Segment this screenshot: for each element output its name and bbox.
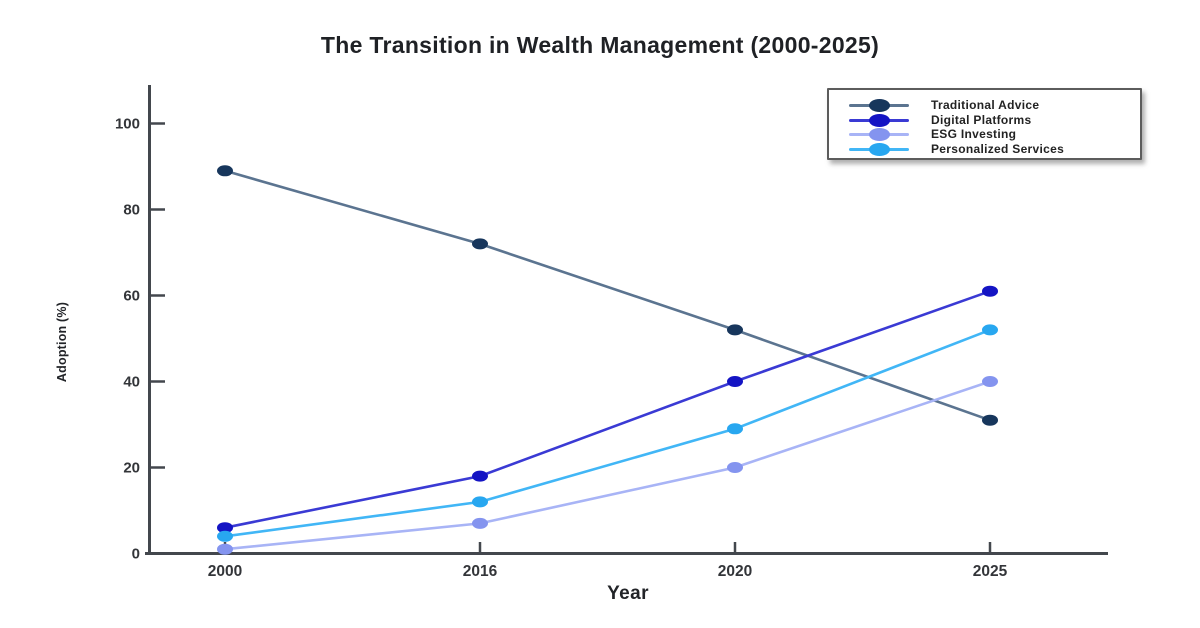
y-tick-label: 80 [123, 202, 140, 219]
legend-label: ESG Investing [931, 127, 1017, 142]
legend-dot-swatch [869, 113, 890, 127]
data-point-traditional-advice [982, 414, 998, 426]
y-tick-label: 40 [123, 374, 140, 391]
x-tick-label: 2025 [973, 563, 1008, 580]
data-point-traditional-advice [217, 165, 233, 177]
x-tick-label: 2020 [718, 563, 752, 580]
y-tick-label: 60 [123, 288, 140, 305]
data-point-traditional-advice [472, 238, 488, 250]
data-point-digital-platforms [217, 522, 233, 534]
legend-item-personalized-services: Personalized Services [849, 142, 1140, 157]
legend-label: Personalized Services [931, 141, 1065, 156]
data-point-traditional-advice [727, 324, 743, 336]
legend-item-traditional-advice: Traditional Advice [849, 98, 1140, 113]
y-tick-label: 20 [123, 460, 140, 477]
legend-label: Digital Platforms [931, 112, 1032, 127]
series-line-traditional-advice [223, 169, 992, 422]
y-tick-label: 0 [132, 546, 140, 563]
series-line-esg-investing [223, 380, 992, 551]
data-point-esg-investing [727, 462, 743, 473]
data-point-personalized-services [727, 423, 743, 435]
data-point-esg-investing [982, 376, 998, 387]
legend-label: Traditional Advice [931, 98, 1040, 113]
series-line-personalized-services [223, 328, 992, 538]
data-point-esg-investing [217, 543, 233, 555]
legend-marker-esg-investing [849, 127, 909, 142]
series-line-digital-platforms [223, 289, 992, 530]
data-point-esg-investing [472, 517, 488, 529]
y-tick-label: 100 [115, 116, 140, 133]
x-tick-label: 2000 [208, 563, 242, 580]
legend-marker-digital-platforms [849, 113, 909, 127]
data-point-personalized-services [217, 530, 233, 542]
legend-item-digital-platforms: Digital Platforms [849, 113, 1140, 128]
legend-marker-personalized-services [849, 142, 909, 156]
legend-dot-swatch [869, 99, 890, 113]
data-point-digital-platforms [727, 376, 743, 387]
chart-title: The Transition in Wealth Management (200… [320, 32, 880, 58]
data-point-digital-platforms [472, 470, 488, 482]
data-point-personalized-services [982, 324, 998, 336]
x-axis-title: Year [607, 583, 649, 604]
legend: Traditional Advice Digital Platforms ESG… [827, 88, 1142, 160]
legend-marker-traditional-advice [849, 98, 909, 113]
legend-dot-swatch [869, 128, 890, 142]
data-point-digital-platforms [982, 285, 998, 297]
legend-dot-swatch [869, 142, 890, 156]
y-axis-title: Adoption (%) [55, 301, 69, 383]
legend-item-esg-investing: ESG Investing [849, 127, 1140, 142]
x-tick-label: 2016 [463, 563, 498, 580]
data-point-personalized-services [472, 496, 488, 508]
